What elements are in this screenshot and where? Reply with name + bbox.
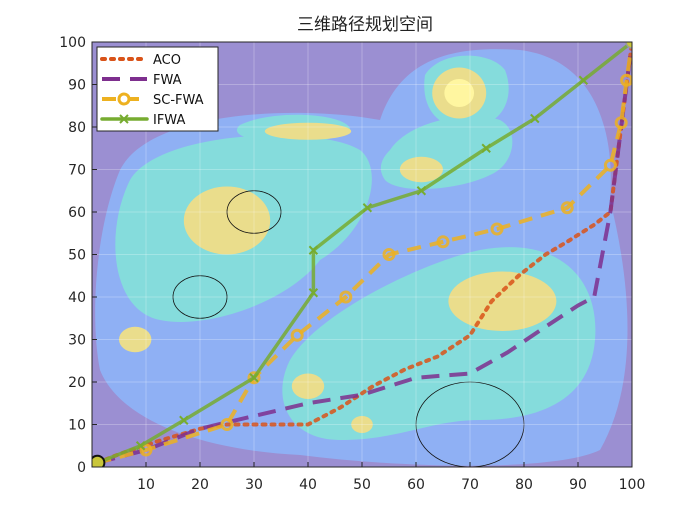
x-tick-label: 100 [619,477,646,493]
y-tick-label: 30 [68,333,86,349]
marker-stroke [530,113,540,124]
contour-peak [291,373,325,399]
series-line-fwa [96,42,632,465]
series-point-ifwa [179,415,189,425]
x-tick-label: 60 [407,477,425,493]
obstacle-circle [172,275,228,319]
x-tick-label: 10 [137,477,155,493]
y-tick-label: 80 [68,120,86,136]
legend-label-ifwa: IFWA [153,113,185,128]
contour-peak [399,156,443,183]
series-point-ifwa [135,441,146,451]
marker-stroke [249,373,259,383]
x-tick-label: 50 [353,477,371,493]
x-tick-label: 70 [461,477,479,493]
x-tick-label: 90 [569,477,587,493]
legend-label-aco: ACO [153,53,181,68]
marker-stroke [416,186,427,196]
contour-peak [351,416,373,433]
obstacle-circle [415,381,525,467]
marker-stroke [135,441,146,451]
start-point [92,454,106,467]
goal-point [625,42,632,49]
contour-peak [183,186,271,255]
series-point-ifwa [308,245,319,255]
axes: 10 20 30 40 50 60 70 80 90 100 0 10 20 30 40 50 60 70 80 90… [59,35,645,493]
plot-inner [92,42,632,467]
legend-label-sc-fwa: SC-FWA [153,93,204,108]
series-point-sc-fwa [614,116,628,130]
y-tick-label: 20 [68,375,86,391]
marker-stroke [308,245,319,255]
y-tick-label: 50 [68,248,86,264]
marker-stroke [578,75,589,85]
series-point-sc-fwa [382,248,396,261]
series-point-sc-fwa [603,158,617,172]
x-tick-label: 30 [245,477,263,493]
y-tick-label: 60 [68,205,86,221]
series-point-sc-fwa [247,371,261,385]
contour-peak [448,271,557,331]
series-point-ifwa [481,143,491,153]
obstacle-circle [226,190,282,234]
series-point-ifwa [308,288,319,298]
series-point-sc-fwa [139,443,153,457]
series-point-sc-fwa [290,328,304,342]
series-point-sc-fwa [436,235,450,249]
series-point-ifwa [530,113,540,124]
marker-stroke [481,143,491,153]
y-tick-label: 100 [59,35,86,51]
legend-label-fwa: FWA [153,73,182,88]
marker-stroke [179,415,189,425]
y-tick-label: 10 [68,418,86,434]
series-line-ifwa [95,42,632,465]
marker-stroke [308,288,319,298]
y-tick-label: 0 [77,460,86,476]
series-point-ifwa [362,203,373,213]
series-point-sc-fwa [220,418,234,431]
plot-area [92,42,632,467]
legend-box [96,46,219,132]
y-tick-label: 40 [68,290,86,306]
legend-marker-stroke [119,114,129,124]
series-point-ifwa [416,186,427,196]
legend: ACO FWA SC-FWA IFWA [96,46,219,132]
x-tick-label: 40 [299,477,317,493]
series-point-sc-fwa [339,290,353,304]
marker-stroke [362,203,373,213]
series-line-sc-fwa [96,42,632,465]
contour-peak-top [444,78,475,108]
contour-peak [264,122,352,140]
series-point-sc-fwa [560,201,574,215]
x-tick-label: 80 [515,477,533,493]
legend-marker-sc-fwa [117,92,131,106]
series-point-ifwa [249,373,259,383]
chart-title: 三维路径规划空间 [297,15,433,35]
y-tick-label: 70 [68,163,86,179]
series-point-ifwa [578,75,589,85]
y-tick-label: 90 [68,78,86,94]
x-tick-label: 20 [191,477,209,493]
contour-peak [119,326,152,353]
series-point-sc-fwa [490,222,504,236]
